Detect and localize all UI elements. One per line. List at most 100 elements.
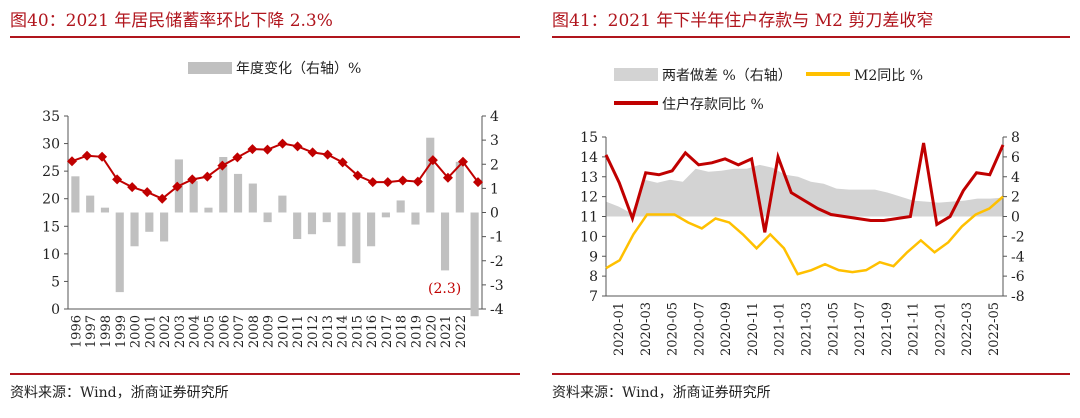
change-bar bbox=[160, 212, 169, 242]
x-tick-label: 2022-05 bbox=[987, 302, 1002, 356]
change-bar bbox=[293, 212, 302, 240]
x-tick-label: 2012 bbox=[306, 315, 321, 348]
savings-rate-marker bbox=[367, 177, 378, 188]
change-bar bbox=[100, 207, 110, 213]
savings-rate-marker bbox=[217, 160, 228, 171]
left-tick-label: 14 bbox=[580, 150, 598, 166]
right-title-rule bbox=[552, 36, 1070, 38]
x-tick-label: 2004 bbox=[188, 315, 203, 348]
x-tick-label: 2015 bbox=[350, 315, 365, 348]
savings-rate-marker bbox=[157, 193, 168, 204]
left-tick-label: 15 bbox=[42, 219, 60, 235]
right-tick-label: 4 bbox=[1011, 170, 1020, 186]
annotation-label: (2.3) bbox=[428, 281, 461, 297]
legend-swatch-area bbox=[614, 68, 658, 81]
right-tick-label: 2 bbox=[1011, 190, 1020, 206]
x-tick-label: 2014 bbox=[336, 315, 351, 348]
savings-rate-marker bbox=[187, 174, 198, 185]
x-tick-label: 2005 bbox=[202, 315, 217, 348]
left-title-rule bbox=[10, 36, 520, 38]
change-bar bbox=[86, 195, 95, 213]
change-bar bbox=[396, 200, 405, 213]
x-tick-label: 2020-11 bbox=[746, 302, 761, 356]
change-bar bbox=[307, 212, 317, 235]
x-tick-label: 1999 bbox=[114, 315, 129, 348]
x-tick-label: 2009 bbox=[262, 315, 277, 348]
x-tick-label: 2020 bbox=[424, 315, 439, 348]
deposit-line bbox=[604, 142, 1005, 233]
right-source: 资料来源：Wind，浙商证券研究所 bbox=[552, 385, 771, 401]
x-tick-label: 2008 bbox=[247, 315, 262, 348]
x-tick-label: 2018 bbox=[395, 315, 410, 348]
change-bar bbox=[278, 195, 287, 213]
right-tick-label: -8 bbox=[1011, 289, 1025, 305]
change-bar bbox=[455, 161, 464, 213]
x-tick-label: 2020-07 bbox=[692, 302, 707, 356]
legend-label: 年度变化（右轴）% bbox=[236, 61, 361, 77]
legend-label: 住户存款同比 % bbox=[662, 96, 764, 113]
left-tick-label: 5 bbox=[51, 274, 60, 290]
left-tick-label: 35 bbox=[42, 109, 60, 125]
x-tick-label: 2021-03 bbox=[800, 302, 815, 356]
change-bar bbox=[470, 212, 479, 317]
savings-rate-marker bbox=[112, 174, 123, 185]
change-bar bbox=[263, 212, 272, 223]
change-bar bbox=[115, 212, 124, 293]
right-tick-label: 4 bbox=[490, 109, 499, 125]
change-bar bbox=[145, 212, 154, 232]
right-chart-title: 图41：2021 年下半年住户存款与 M2 剪刀差收窄 bbox=[552, 11, 934, 31]
savings-rate-marker bbox=[457, 156, 468, 167]
savings-rate-marker bbox=[142, 187, 153, 198]
left-source-rule bbox=[10, 373, 520, 375]
left-tick-label: 0 bbox=[51, 302, 60, 318]
left-tick-label: 10 bbox=[580, 229, 598, 245]
left-tick-label: 8 bbox=[589, 269, 598, 285]
change-bar bbox=[337, 212, 346, 247]
change-bar bbox=[352, 212, 361, 264]
change-bar bbox=[381, 212, 390, 218]
change-bar bbox=[322, 212, 331, 223]
x-tick-label: 2021-09 bbox=[880, 302, 895, 356]
savings-rate-marker bbox=[127, 182, 138, 193]
savings-rate-marker bbox=[292, 141, 303, 152]
right-tick-label: -3 bbox=[490, 278, 504, 294]
right-tick-label: -4 bbox=[1011, 249, 1025, 265]
x-tick-label: 2021-05 bbox=[826, 302, 841, 356]
right-tick-label: -2 bbox=[490, 254, 504, 270]
savings-rate-marker bbox=[307, 147, 318, 158]
right-tick-label: 0 bbox=[490, 206, 499, 222]
savings-rate-marker bbox=[397, 175, 408, 186]
change-bar bbox=[248, 183, 257, 213]
x-tick-label: 2001 bbox=[143, 315, 158, 348]
left-tick-label: 9 bbox=[589, 249, 598, 265]
savings-rate-marker bbox=[172, 181, 183, 192]
right-tick-label: 2 bbox=[490, 157, 499, 173]
change-bar bbox=[411, 212, 420, 225]
x-tick-label: 2021-01 bbox=[773, 302, 788, 356]
savings-rate-marker bbox=[247, 144, 258, 155]
change-bar bbox=[367, 212, 376, 247]
savings-rate-line bbox=[71, 142, 479, 200]
left-tick-label: 7 bbox=[589, 289, 598, 305]
x-tick-label: 2020-09 bbox=[719, 302, 734, 356]
x-tick-label: 2020-05 bbox=[666, 302, 681, 356]
x-tick-label: 2000 bbox=[129, 315, 144, 348]
right-tick-label: 6 bbox=[1011, 150, 1020, 166]
right-tick-label: -1 bbox=[490, 230, 504, 246]
x-tick-label: 1996 bbox=[69, 315, 84, 348]
x-tick-label: 2022-01 bbox=[933, 302, 948, 356]
left-tick-label: 30 bbox=[42, 137, 60, 153]
x-tick-label: 2017 bbox=[380, 315, 395, 348]
x-tick-label: 2010 bbox=[276, 315, 291, 348]
change-bar bbox=[71, 176, 80, 213]
x-tick-label: 2021-07 bbox=[853, 302, 868, 356]
change-bar bbox=[440, 212, 450, 271]
change-bar bbox=[189, 181, 198, 213]
left-chart-title: 图40：2021 年居民储蓄率环比下降 2.3% bbox=[10, 11, 333, 31]
savings-rate-marker bbox=[427, 155, 438, 166]
x-tick-label: 2007 bbox=[232, 315, 247, 348]
right-tick-label: -4 bbox=[490, 302, 504, 318]
left-tick-label: 15 bbox=[580, 130, 598, 146]
change-bar bbox=[219, 157, 228, 213]
x-tick-label: 2006 bbox=[217, 315, 232, 348]
